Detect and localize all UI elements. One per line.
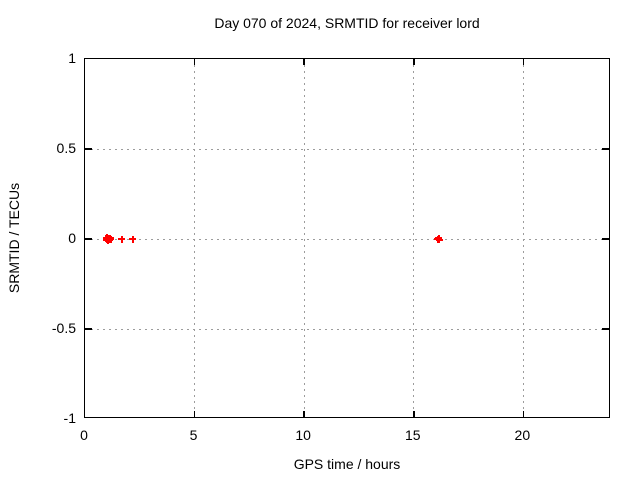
v-gridline	[413, 59, 415, 417]
data-point-marker	[435, 236, 443, 244]
x-tick-mark-top	[193, 59, 196, 65]
y-tick-mark-right	[602, 148, 609, 150]
y-tick-mark-left	[85, 148, 92, 150]
y-tick-mark-left	[85, 238, 92, 240]
x-tick-label: 15	[404, 427, 421, 443]
y-tick-label: 0	[68, 230, 76, 246]
y-tick-mark-right	[602, 238, 609, 240]
x-tick-mark-bottom	[193, 411, 196, 417]
y-tick-mark-left	[85, 328, 92, 330]
x-axis-label: GPS time / hours	[293, 456, 401, 472]
v-gridline	[194, 59, 196, 417]
y-tick-label: -0.5	[51, 320, 76, 336]
h-gridline	[85, 148, 609, 150]
x-tick-label: 10	[295, 427, 311, 443]
x-tick-mark-top	[303, 59, 305, 65]
y-tick-mark-right	[602, 328, 609, 330]
h-gridline	[85, 328, 609, 330]
x-tick-label: 20	[514, 427, 531, 443]
v-gridline	[303, 59, 305, 417]
y-tick-label: 1	[68, 50, 76, 66]
y-tick-label: 0.5	[56, 140, 76, 156]
x-tick-label: 5	[189, 427, 198, 443]
y-tick-label: -1	[63, 410, 76, 426]
x-tick-label: 0	[80, 427, 88, 443]
x-tick-mark-bottom	[413, 411, 415, 417]
h-gridline	[85, 238, 609, 240]
x-tick-mark-bottom	[522, 411, 525, 417]
data-point-marker	[107, 235, 115, 243]
plot-area	[84, 58, 610, 418]
x-tick-mark-top	[522, 59, 525, 65]
data-point-marker	[118, 235, 126, 243]
v-gridline	[522, 59, 524, 417]
x-tick-mark-top	[413, 59, 415, 65]
data-point-marker	[129, 235, 137, 243]
x-tick-mark-bottom	[303, 411, 305, 417]
chart-title: Day 070 of 2024, SRMTID for receiver lor…	[214, 15, 480, 31]
